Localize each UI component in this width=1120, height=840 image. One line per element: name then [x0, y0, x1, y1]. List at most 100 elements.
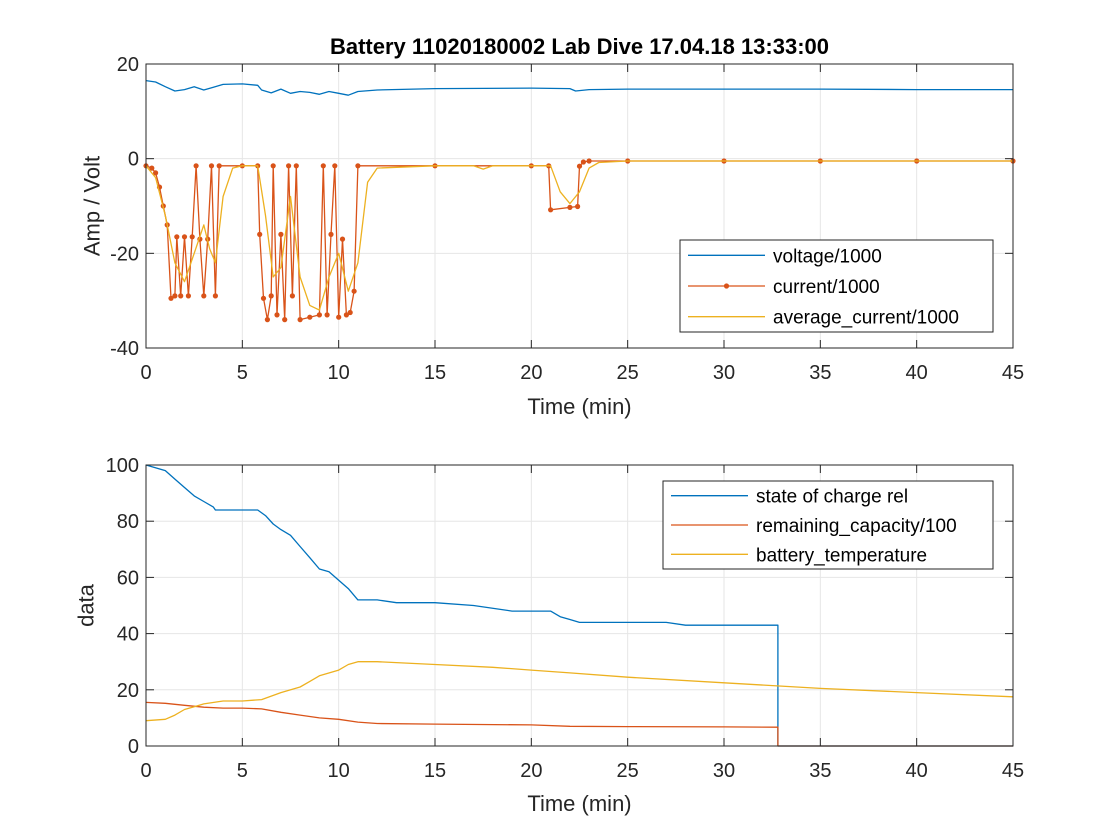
series-point	[307, 314, 313, 320]
chart-title: Battery 11020180002 Lab Dive 17.04.18 13…	[330, 34, 829, 59]
top-y-axis-label: Amp / Volt	[80, 156, 105, 256]
y-tick-label: 20	[117, 680, 139, 702]
series-line	[145, 701, 1013, 747]
series-point	[278, 231, 284, 237]
series-point	[216, 163, 222, 169]
series-point	[351, 288, 357, 294]
top-series-group	[143, 79, 1016, 323]
x-tick-label: 20	[520, 760, 542, 782]
legend-entry-label: remaining_capacity/100	[756, 516, 957, 537]
series-point	[193, 163, 199, 169]
x-tick-label: 35	[809, 362, 831, 384]
bottom-axes-box	[145, 464, 1014, 747]
bottom-y-axis-label: data	[74, 583, 99, 627]
x-tick-label: 40	[906, 362, 928, 384]
x-tick-label: 20	[520, 362, 542, 384]
x-tick-label: 30	[713, 362, 735, 384]
series-point	[297, 317, 303, 323]
series-point	[339, 236, 346, 242]
series-point	[257, 231, 263, 237]
series-point	[576, 163, 583, 169]
series-point	[286, 163, 292, 169]
series-point	[293, 163, 299, 169]
x-tick-label: 35	[809, 760, 831, 782]
y-tick-label: -20	[110, 243, 139, 265]
series-point	[575, 203, 581, 210]
series-line	[145, 79, 1013, 96]
x-tick-label: 25	[617, 362, 639, 384]
series-point	[343, 312, 349, 318]
legend-entry-label: state of charge rel	[756, 487, 908, 508]
x-tick-label: 5	[237, 760, 248, 782]
series-point	[586, 158, 592, 164]
series-point	[201, 293, 207, 299]
series-point	[260, 295, 267, 301]
y-tick-label: 0	[128, 149, 139, 171]
legend-marker	[723, 283, 730, 289]
series-point	[336, 314, 342, 320]
y-tick-label: 40	[117, 624, 139, 646]
x-tick-label: 10	[328, 760, 350, 782]
series-point	[328, 231, 334, 237]
legend-entry-label: average_current/1000	[773, 308, 959, 329]
series-point	[332, 163, 338, 169]
y-tick-label: 0	[128, 736, 139, 758]
bottom-series-group	[145, 464, 1014, 747]
y-tick-label: 80	[117, 511, 139, 533]
bottom-ticks: 0 5 10 15 20 25 30 35 40 45 0 20 40 60 80 100	[106, 455, 1025, 782]
series-point	[548, 207, 554, 213]
x-tick-label: 25	[617, 760, 639, 782]
legend-entry-label: voltage/1000	[773, 246, 882, 267]
legend-entry-label: current/1000	[773, 277, 880, 298]
top-ticks: 0 5 10 15 20 25 30 35 40 45 -40 -20 0 20	[110, 54, 1024, 384]
y-tick-label: 100	[106, 455, 139, 477]
series-point	[282, 317, 288, 323]
x-tick-label: 30	[713, 760, 735, 782]
top-x-axis-label: Time (min)	[527, 394, 631, 419]
x-tick-label: 10	[328, 362, 350, 384]
series-point	[149, 165, 155, 171]
top-axes-box	[145, 63, 1014, 349]
series-line	[145, 464, 1013, 747]
x-tick-label: 15	[424, 760, 446, 782]
series-point	[153, 170, 159, 176]
series-point	[347, 309, 353, 316]
x-tick-label: 0	[140, 760, 151, 782]
legend-entry-label: battery_temperature	[756, 545, 927, 566]
x-tick-label: 5	[237, 362, 248, 384]
series-point	[567, 204, 573, 210]
series-point	[289, 293, 295, 299]
x-tick-label: 45	[1002, 362, 1024, 384]
series-line	[145, 160, 1013, 311]
series-point	[270, 163, 276, 169]
series-point	[181, 234, 188, 240]
top-legend: voltage/1000 current/1000 average_current/…	[679, 239, 994, 333]
y-tick-label: 20	[117, 54, 139, 76]
y-tick-label: -40	[110, 338, 139, 360]
series-point	[580, 159, 587, 165]
series-point	[212, 293, 218, 299]
bottom-axes: 0 5 10 15 20 25 30 35 40 45 0 20 40 60 80 100 Time (min…	[74, 455, 1024, 816]
series-point	[208, 163, 215, 169]
series-point	[189, 234, 195, 240]
x-tick-label: 45	[1002, 760, 1024, 782]
series-point	[268, 293, 274, 299]
series-point	[168, 295, 174, 301]
bottom-legend: state of charge rel remaining_capacity/10…	[662, 480, 994, 570]
x-tick-label: 15	[424, 362, 446, 384]
series-point	[264, 317, 270, 323]
series-point	[274, 312, 280, 318]
series-line	[145, 160, 1013, 321]
series-point	[174, 234, 180, 240]
series-point	[172, 293, 178, 299]
top-axes: 0 5 10 15 20 25 30 35 40 45 -40 -20 0 20 Battery 1102…	[80, 34, 1024, 419]
x-tick-label: 40	[906, 760, 928, 782]
series-point	[355, 163, 361, 169]
x-tick-label: 0	[140, 362, 151, 384]
series-line	[145, 661, 1014, 722]
series-point	[320, 163, 326, 169]
y-tick-label: 60	[117, 567, 139, 589]
series-point	[316, 312, 322, 318]
series-point	[324, 312, 330, 318]
